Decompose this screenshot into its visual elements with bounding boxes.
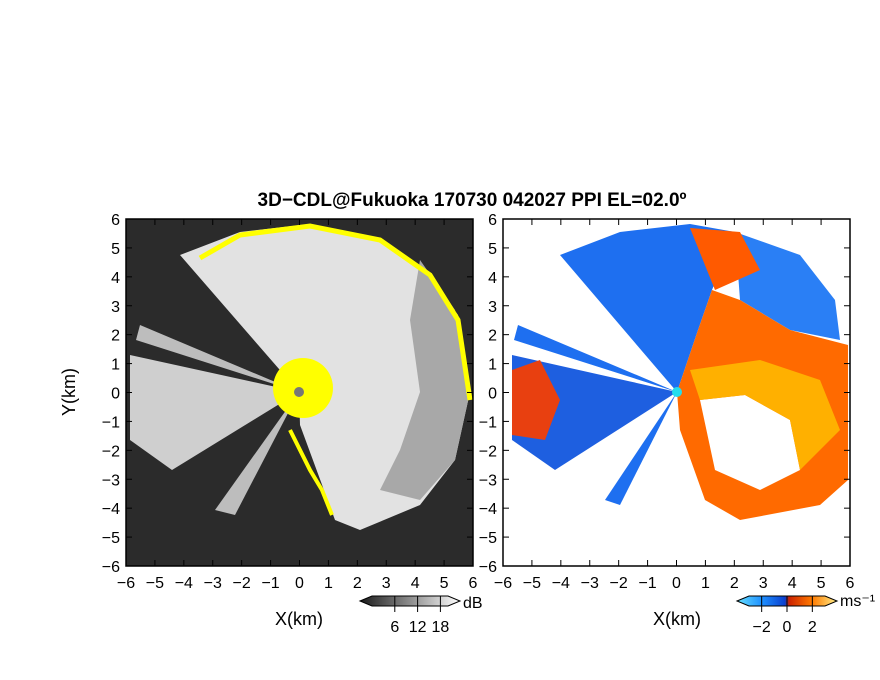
reflectivity-colorbar-tick-label: 12 [409,619,427,636]
velocity-ytick-label: −2 [479,443,497,460]
reflectivity-ytick-label: 1 [111,357,120,374]
velocity-negative-beam-nw [514,325,677,392]
velocity-ytick-label: 5 [488,241,497,258]
reflectivity-xtick-label: 2 [353,575,362,592]
velocity-negative-sector [560,224,735,392]
reflectivity-xtick-label: 4 [411,575,420,592]
reflectivity-colorbar-unit: dB [463,595,483,612]
velocity-strong-zone [690,360,840,470]
velocity-colorbar-tick-label: 2 [808,619,817,636]
velocity-xtick-label: −1 [638,575,656,592]
velocity-xtick-label: 0 [672,575,681,592]
reflectivity-xtick-label: −2 [233,575,251,592]
reflectivity-xtick-label: 5 [440,575,449,592]
reflectivity-xtick-label: 1 [324,575,333,592]
velocity-site-marker [672,387,682,397]
figure-title: 3D−CDL@Fukuoka 170730 042027 PPI EL=02.0… [258,190,687,211]
velocity-negative-west [512,355,677,470]
radar-site-marker [294,387,304,397]
reflectivity-xtick-label: 0 [295,575,304,592]
reflectivity-axes: −6 −5 −4 −3 −2 −1 0 1 2 3 4 5 6 6 5 4 3 2 1 0 −1 −2 −3 −4 −5 −6 [102,212,478,592]
reflectivity-xtick-label: −3 [204,575,222,592]
velocity-max-core [700,395,800,490]
velocity-positive-edge-north [690,228,760,290]
reflectivity-ytick-label: 3 [111,299,120,316]
velocity-ytick-label: −4 [479,501,497,518]
velocity-xtick-label: 6 [846,575,855,592]
reflectivity-signal-beam-nw [136,325,299,392]
reflectivity-yellow-south [288,429,334,516]
velocity-colorbar-unit: ms⁻¹ [840,593,875,610]
reflectivity-xtick-label: −5 [146,575,164,592]
velocity-ytick-label: 1 [488,357,497,374]
velocity-ytick-label: 6 [488,212,497,229]
reflectivity-ytick-label: −6 [102,559,120,576]
velocity-ytick-label: 4 [488,270,497,287]
velocity-colorbar: −2 0 2 ms⁻¹ [735,593,875,636]
reflectivity-signal-beam-sw [215,392,299,515]
velocity-ytick-label: −1 [479,414,497,431]
reflectivity-xtick-label: 6 [469,575,478,592]
reflectivity-xtick-label: −6 [117,575,135,592]
reflectivity-colorbar-tick-label: 6 [390,619,399,636]
velocity-colorbar-ticks: −2 0 2 [753,596,817,636]
velocity-ytick-label: 2 [488,328,497,345]
velocity-negative-beam-sw [605,392,677,505]
reflectivity-ytick-label: 4 [111,270,120,287]
reflectivity-yellow-edge [198,223,473,401]
reflectivity-panel: −6 −5 −4 −3 −2 −1 0 1 2 3 4 5 6 6 5 4 3 2 1 0 −1 −2 −3 −4 −5 −6 X… [59,212,478,629]
velocity-colorbar-tick-label: 0 [783,619,792,636]
reflectivity-xtick-label: −1 [261,575,279,592]
reflectivity-ytick-label: 5 [111,241,120,258]
reflectivity-ytick-label: 0 [111,386,120,403]
reflectivity-ytick-label: −2 [102,443,120,460]
velocity-ytick-label: 3 [488,299,497,316]
reflectivity-ytick-label: −4 [102,501,120,518]
reflectivity-ytick-label: −5 [102,530,120,547]
velocity-xtick-label: −5 [523,575,541,592]
reflectivity-xlabel: X(km) [275,609,323,629]
reflectivity-ytick-label: 6 [111,212,120,229]
reflectivity-colorbar-tick-label: 18 [432,619,450,636]
reflectivity-colorbar-bar [358,595,462,607]
velocity-axes: −6 −5 −4 −3 −2 −1 0 1 2 3 4 5 6 6 5 4 3 2 1 0 −1 −2 −3 −4 −5 −6 [479,212,855,592]
velocity-ytick-label: −3 [479,472,497,489]
reflectivity-ylabel: Y(km) [59,368,79,416]
velocity-panel: −6 −5 −4 −3 −2 −1 0 1 2 3 4 5 6 6 5 4 3 2 1 0 −1 −2 −3 −4 −5 −6 X… [479,212,855,629]
velocity-xtick-label: −4 [552,575,570,592]
velocity-xtick-label: 2 [730,575,739,592]
reflectivity-outer-band [380,260,470,500]
velocity-xlabel: X(km) [653,609,701,629]
velocity-xtick-label: 1 [701,575,710,592]
velocity-ytick-label: 0 [488,386,497,403]
reflectivity-colorbar: 6 12 18 dB [358,595,483,636]
reflectivity-ytick-label: −3 [102,472,120,489]
reflectivity-ytick-label: 2 [111,328,120,345]
velocity-positive-edge-west [512,360,560,440]
velocity-xtick-label: −6 [494,575,512,592]
reflectivity-near-field [273,358,333,418]
velocity-xtick-label: 5 [817,575,826,592]
velocity-ytick-label: −5 [479,530,497,547]
reflectivity-xtick-label: 3 [382,575,391,592]
velocity-xtick-label: 4 [788,575,797,592]
velocity-ytick-label: −6 [479,559,497,576]
velocity-xtick-label: 3 [759,575,768,592]
velocity-xtick-label: −3 [581,575,599,592]
velocity-negative-outer [735,232,840,340]
reflectivity-xtick-label: −4 [175,575,193,592]
velocity-colorbar-tick-label: −2 [753,619,771,636]
velocity-xtick-label: −2 [610,575,628,592]
reflectivity-ytick-label: −1 [102,414,120,431]
reflectivity-signal-west [130,355,299,470]
reflectivity-colorbar-ticks: 6 12 18 [390,596,449,636]
